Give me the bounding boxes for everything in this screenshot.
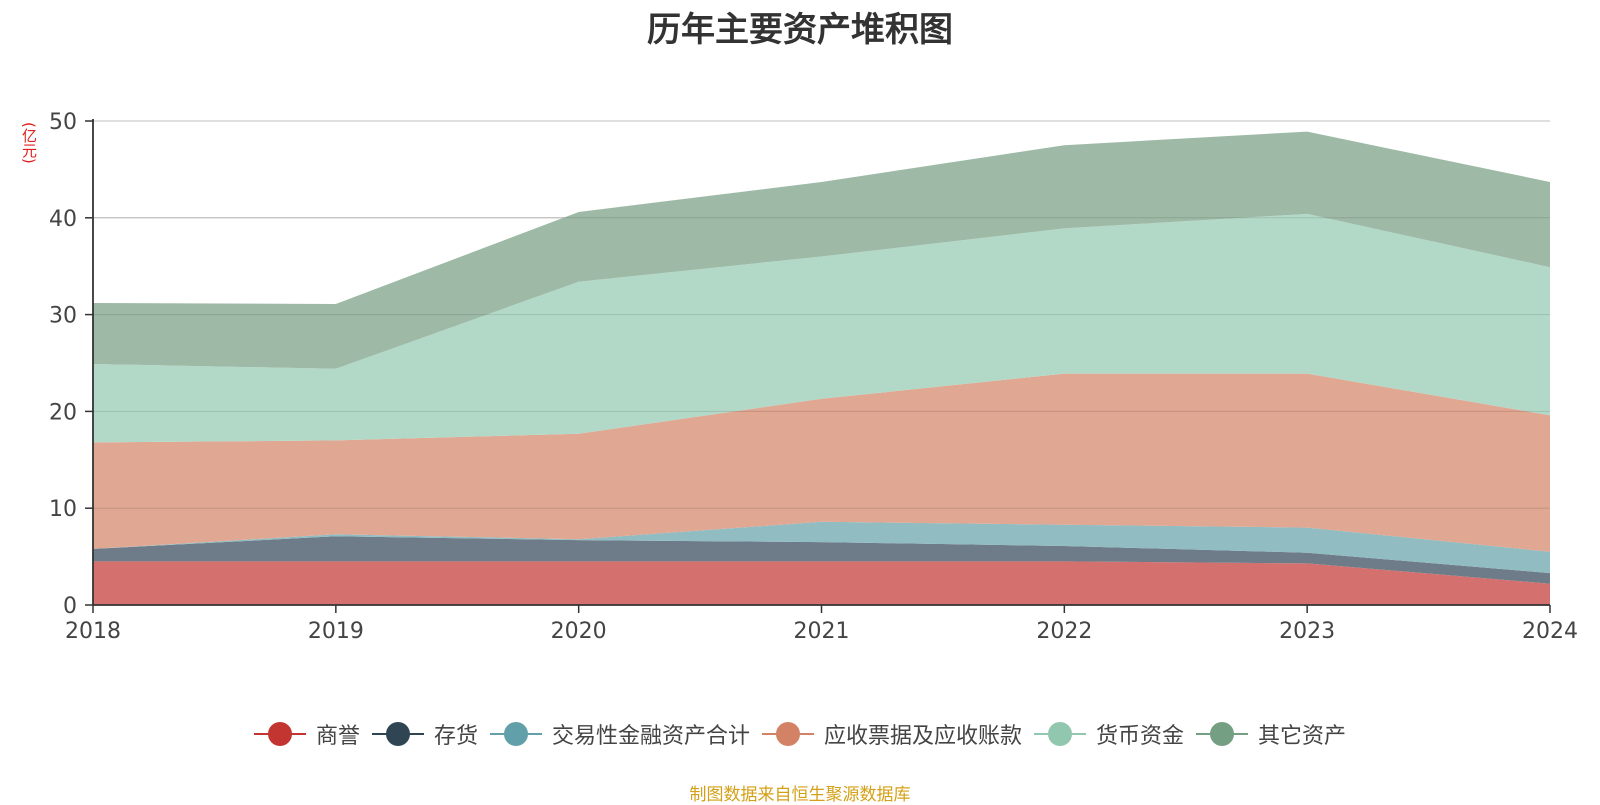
y-axis-unit-label: (亿元): [20, 122, 38, 164]
y-tick-label: 50: [49, 110, 77, 135]
y-tick-label: 40: [49, 207, 77, 232]
y-tick-label: 0: [63, 594, 77, 619]
y-tick-label: 10: [49, 497, 77, 522]
chart-title: 历年主要资产堆积图: [647, 10, 953, 50]
legend-item[interactable]: 存货: [371, 718, 478, 750]
area-series-2: [93, 521, 1550, 574]
x-tick-label: 2021: [794, 619, 850, 644]
legend-label: 存货: [433, 724, 478, 749]
legend-marker: [1034, 722, 1087, 746]
legend-marker: [489, 722, 542, 746]
source-note: 制图数据来自恒生聚源数据库: [689, 785, 911, 805]
legend-marker: [1196, 722, 1249, 746]
area-series-1: [93, 536, 1550, 584]
x-tick-label: 2020: [551, 619, 607, 644]
legend-item[interactable]: 其它资产: [1196, 718, 1346, 750]
legend-label: 应收票据及应收账款: [824, 724, 1023, 749]
legend-marker: [371, 722, 424, 746]
legend-label: 其它资产: [1258, 724, 1347, 749]
legend-label: 商誉: [315, 724, 360, 749]
area-series-4: [93, 213, 1550, 443]
legend-item[interactable]: 商誉: [253, 718, 360, 750]
legend-item[interactable]: 应收票据及应收账款: [762, 718, 1022, 750]
area-series-0: [93, 561, 1550, 605]
y-tick-label: 20: [49, 400, 77, 425]
legend-label: 交易性金融资产合计: [551, 724, 750, 749]
legend-label: 货币资金: [1096, 724, 1185, 749]
legend-item[interactable]: 货币资金: [1034, 718, 1184, 750]
x-tick-label: 2018: [65, 619, 121, 644]
area-series-5: [93, 131, 1550, 369]
legend-item[interactable]: 交易性金融资产合计: [489, 718, 750, 750]
legend-marker: [762, 722, 814, 746]
x-tick-label: 2023: [1279, 619, 1335, 644]
x-tick-label: 2019: [308, 619, 364, 644]
x-tick-label: 2022: [1036, 619, 1092, 644]
legend-marker: [253, 722, 306, 746]
legend: 商誉 存货 交易性金融资产合计 应收票据及应收账款 货币资金 其它资产: [0, 718, 1600, 750]
area-series-3: [93, 373, 1550, 552]
x-tick-label: 2024: [1522, 619, 1578, 644]
y-tick-label: 30: [49, 304, 77, 329]
